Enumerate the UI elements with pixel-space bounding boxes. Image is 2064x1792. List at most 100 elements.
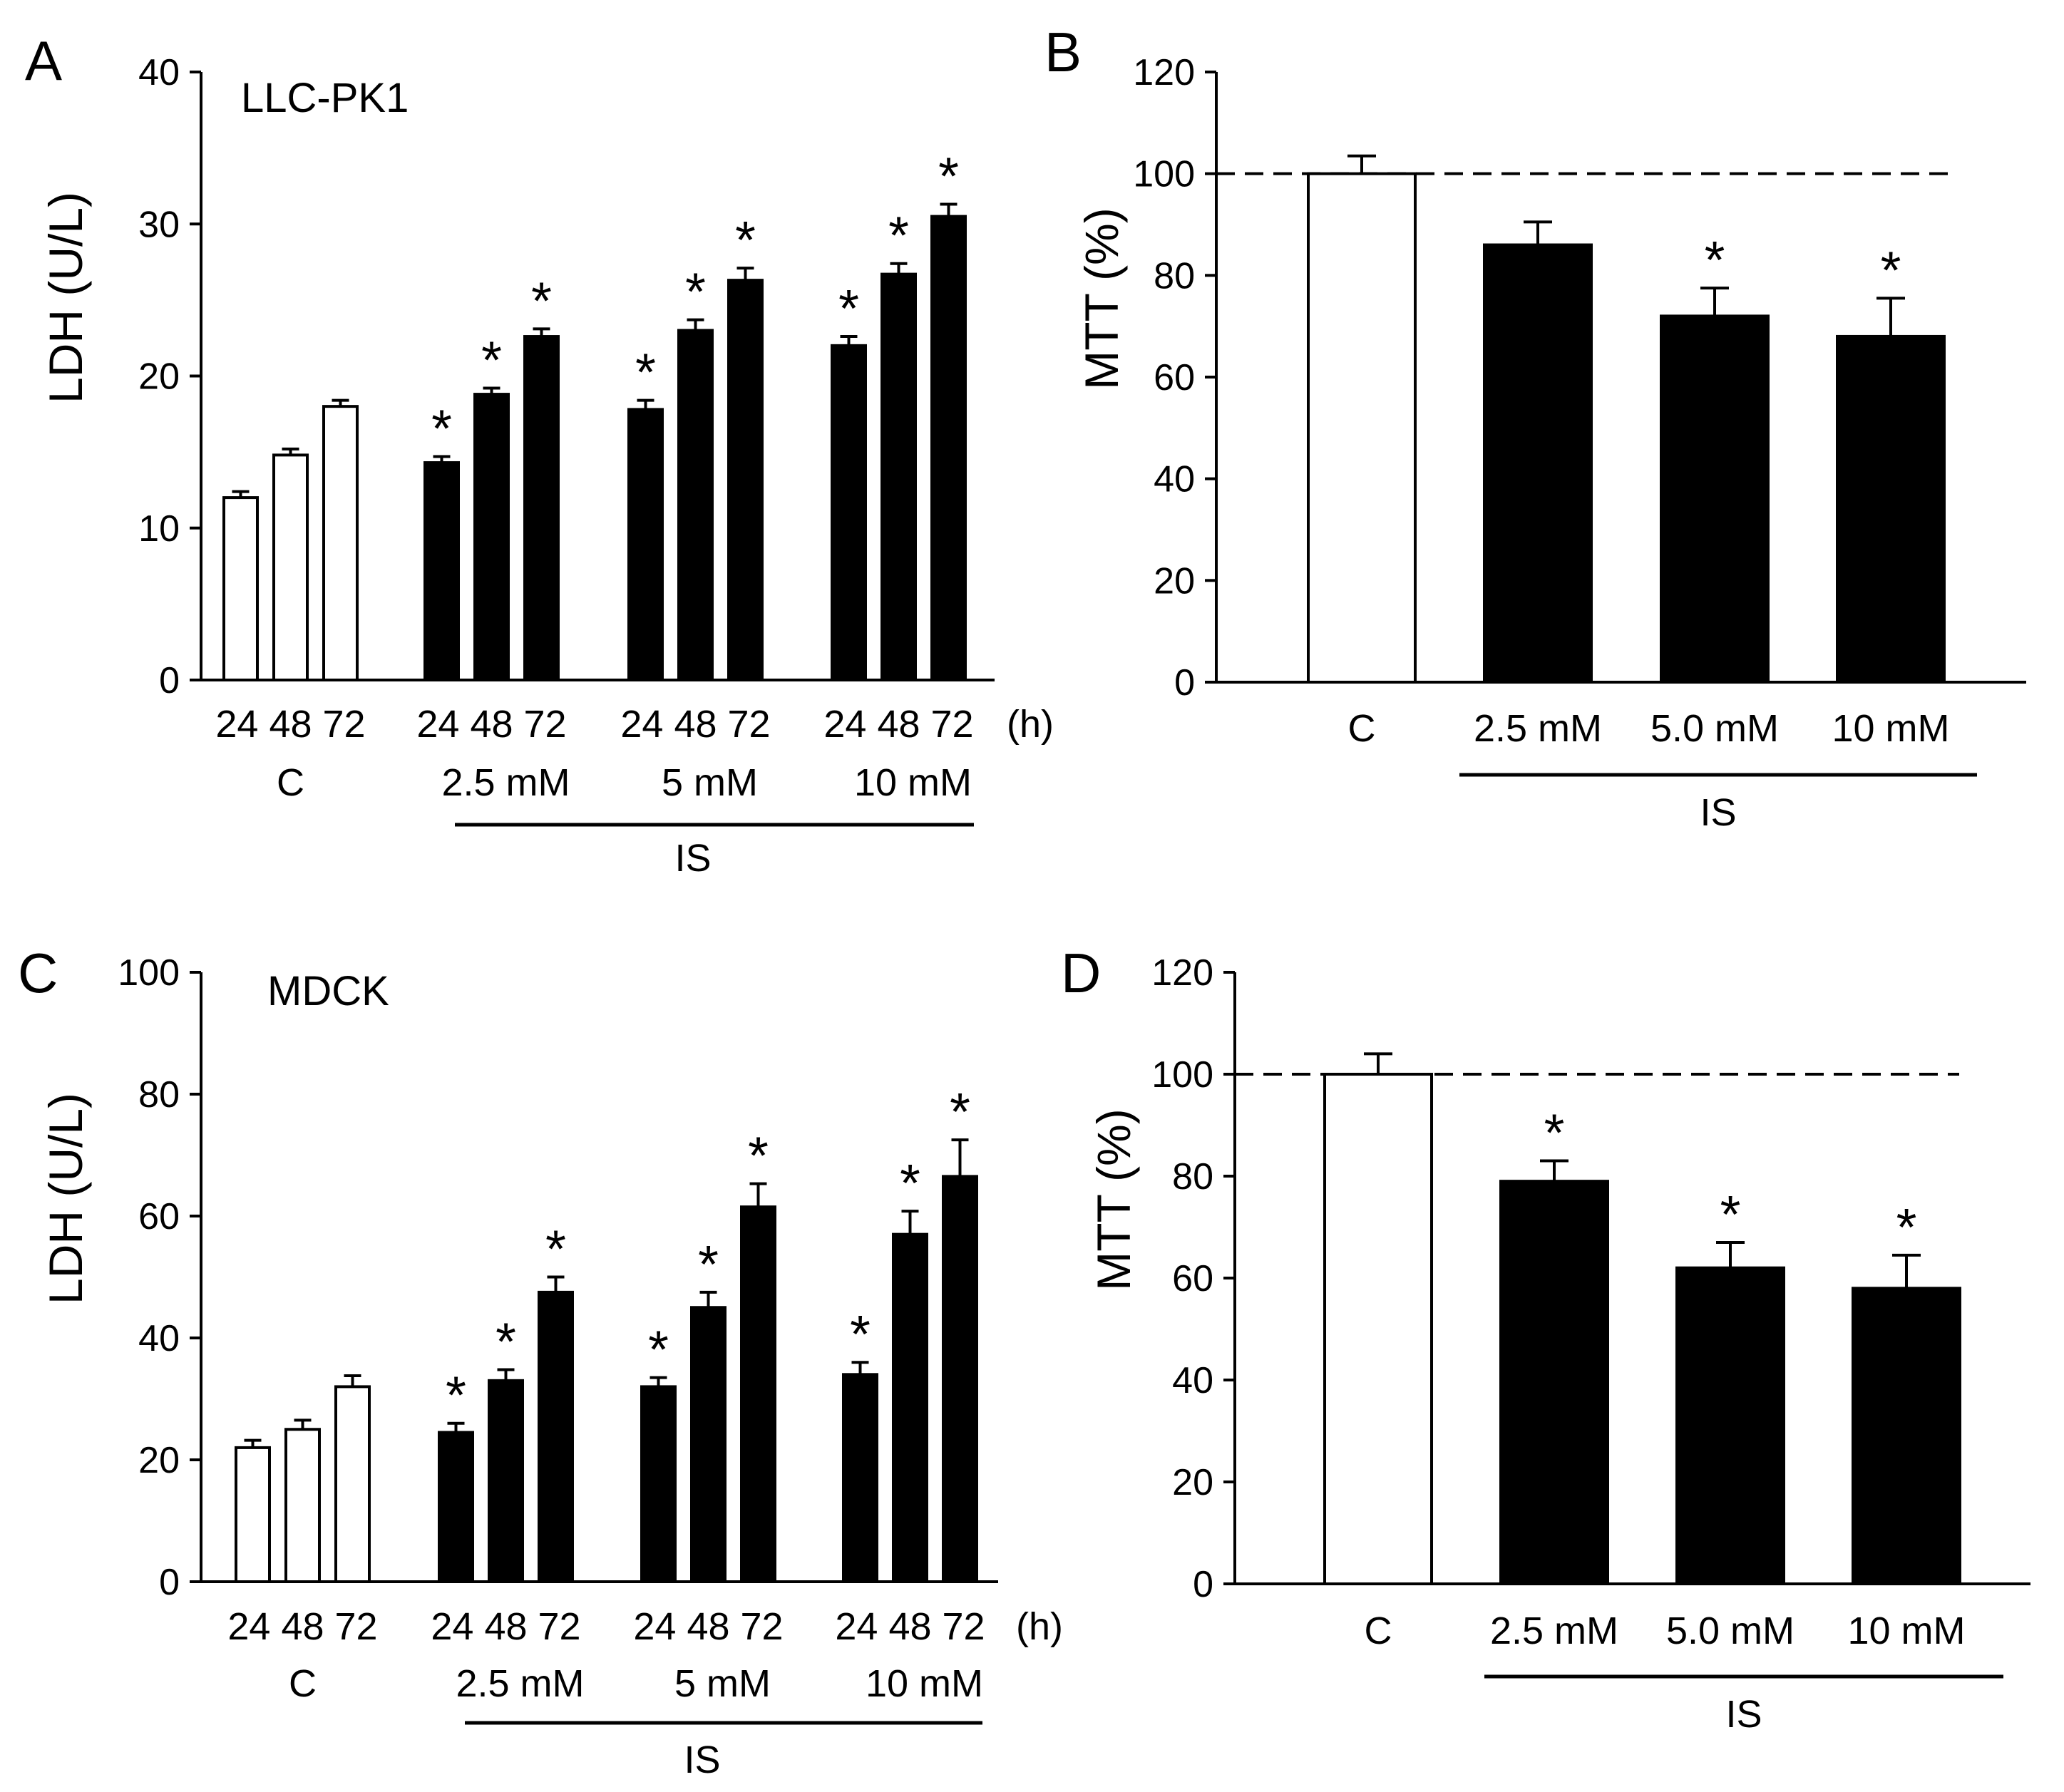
y-tick-label: 10 [138, 508, 180, 550]
category-label: 5.0 mM [1666, 1610, 1795, 1652]
significance-star: * [446, 1366, 466, 1425]
significance-star: * [635, 343, 656, 402]
group-caption: IS [674, 837, 711, 880]
category-label: C [1348, 707, 1376, 750]
time-points-label: 24 48 72 [416, 703, 566, 746]
y-tick-label: 80 [1154, 255, 1195, 297]
bar [727, 279, 764, 681]
y-tick-label: 60 [138, 1196, 180, 1237]
time-points-label: 24 48 72 [835, 1605, 985, 1648]
bar [438, 1431, 474, 1584]
time-points-label: 24 48 72 [633, 1605, 783, 1648]
group-label: C [289, 1662, 317, 1705]
bar [334, 1385, 371, 1584]
significance-star: * [698, 1235, 719, 1294]
y-tick-label: 40 [1172, 1360, 1213, 1401]
bar [1852, 1287, 1961, 1586]
bar [1675, 1266, 1785, 1585]
bar [488, 1379, 524, 1583]
group-caption: IS [1700, 791, 1736, 834]
time-unit-label: (h) [1007, 703, 1054, 746]
bar [677, 329, 714, 681]
time-points-label: 24 48 72 [431, 1605, 580, 1648]
bar [690, 1306, 726, 1583]
y-tick-label: 60 [1172, 1258, 1213, 1299]
group-label: 5 mM [674, 1662, 771, 1705]
panel-d-mdck-mtt: D 0 20 40 60 80 100 120 MTT (%) C * 2.5 mM * 5.0 mM * 1… [1061, 942, 2030, 1736]
category-label: 5.0 mM [1650, 707, 1779, 750]
bar [627, 408, 664, 681]
y-axis-label: LDH (U/L) [39, 192, 92, 403]
bar [942, 1175, 978, 1584]
group-label: 10 mM [854, 761, 972, 804]
y-tick-label: 20 [138, 356, 180, 398]
bar [322, 405, 359, 682]
panel-letter: A [25, 29, 62, 92]
significance-star: * [1881, 240, 1901, 299]
time-points-label: 24 48 72 [823, 703, 973, 746]
significance-star: * [850, 1304, 871, 1364]
y-tick-label: 20 [138, 1440, 180, 1481]
bar [538, 1290, 574, 1583]
y-axis-label: LDH (U/L) [39, 1093, 92, 1304]
category-label: 2.5 mM [1490, 1610, 1618, 1652]
cell-line-title: LLC-PK1 [241, 75, 409, 121]
y-tick-label: 100 [118, 952, 180, 994]
significance-star: * [431, 399, 452, 458]
group-label: 5 mM [662, 761, 758, 804]
category-label: 10 mM [1847, 1610, 1965, 1652]
significance-star: * [900, 1153, 920, 1212]
panel-letter: B [1044, 21, 1082, 83]
bar [1307, 172, 1417, 684]
bar [880, 272, 917, 681]
significance-star: * [1720, 1185, 1741, 1244]
bar [284, 1428, 321, 1583]
panel-a-llcpk1-ldh: A LLC-PK1 0 10 20 30 40 LDH (U/L) 24 48 72 C * * * 24… [25, 29, 1054, 880]
bar [930, 215, 967, 681]
panel-b-llcpk1-mtt: B 0 20 40 60 80 100 120 MTT (%) C 2.5 mM * 5.0 mM * 10… [1044, 21, 2026, 834]
time-unit-label: (h) [1016, 1605, 1063, 1648]
bar [473, 393, 510, 682]
y-tick-label: 80 [1172, 1156, 1213, 1198]
group-label: 2.5 mM [441, 761, 570, 804]
bar [1660, 314, 1770, 684]
significance-star: * [1896, 1198, 1917, 1257]
significance-star: * [1544, 1103, 1565, 1163]
bar [523, 335, 560, 681]
bar [740, 1205, 776, 1584]
y-tick-label: 30 [138, 204, 180, 245]
panel-c-mdck-ldh: C MDCK 0 20 40 60 80 100 LDH (U/L) 24 48 72 C * * * 24… [18, 942, 1063, 1781]
bar [1836, 334, 1946, 684]
significance-star: * [481, 331, 502, 390]
group-caption: IS [1725, 1693, 1762, 1736]
bar [1323, 1073, 1433, 1585]
y-axis-label: MTT (%) [1075, 207, 1128, 389]
group-label: 2.5 mM [456, 1662, 584, 1705]
y-tick-label: 40 [1154, 459, 1195, 500]
significance-star: * [545, 1220, 566, 1279]
significance-star: * [496, 1312, 516, 1371]
group-caption: IS [684, 1739, 720, 1781]
group-label: 10 mM [866, 1662, 983, 1705]
y-tick-label: 100 [1133, 154, 1195, 195]
time-points-label: 24 48 72 [227, 1605, 377, 1648]
significance-star: * [648, 1320, 669, 1379]
y-tick-label: 0 [159, 1562, 180, 1603]
y-tick-label: 20 [1172, 1462, 1213, 1503]
significance-star: * [1705, 230, 1725, 289]
y-tick-label: 120 [1133, 52, 1195, 93]
category-label: C [1365, 1610, 1392, 1652]
panel-letter: C [18, 942, 58, 1004]
significance-star: * [838, 279, 859, 338]
time-points-label: 24 48 72 [215, 703, 365, 746]
bar [222, 496, 259, 681]
significance-star: * [938, 147, 959, 206]
category-label: 2.5 mM [1474, 707, 1602, 750]
panel-letter: D [1061, 942, 1101, 1004]
bar [1499, 1180, 1609, 1585]
significance-star: * [888, 206, 909, 265]
y-tick-label: 120 [1151, 952, 1213, 994]
y-tick-label: 80 [138, 1074, 180, 1116]
y-tick-label: 100 [1151, 1054, 1213, 1096]
cell-line-title: MDCK [267, 968, 389, 1014]
